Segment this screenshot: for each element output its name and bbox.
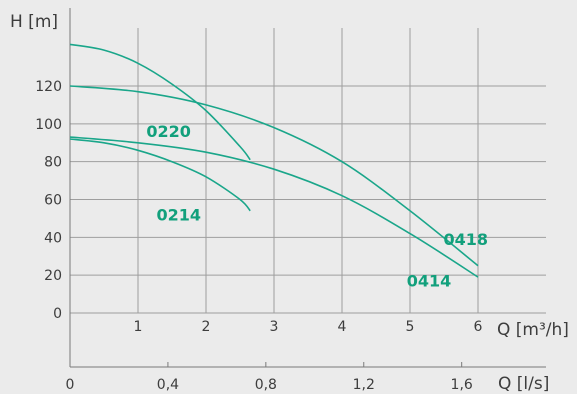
x-tick-label-ls: 1,2 bbox=[353, 377, 375, 393]
series-label-0220: 0220 bbox=[146, 122, 191, 141]
x-tick-label-m3h: 3 bbox=[270, 319, 279, 335]
x-tick-label-m3h: 1 bbox=[134, 319, 143, 335]
curves bbox=[69, 43, 479, 278]
series-label-0214: 0214 bbox=[157, 205, 202, 224]
axes bbox=[69, 8, 546, 368]
x-tick-label-ls: 0 bbox=[66, 377, 75, 393]
x-axis-title-m3h: Q [m³/h] bbox=[497, 320, 569, 340]
y-tick-label: 120 bbox=[35, 79, 62, 95]
x-axis-title-ls: Q [l/s] bbox=[498, 374, 549, 394]
series-label-0418: 0418 bbox=[443, 230, 488, 249]
curve-0414 bbox=[69, 136, 479, 278]
y-tick-label: 60 bbox=[44, 193, 62, 209]
y-tick-label: 20 bbox=[44, 268, 62, 284]
y-axis-title: H [m] bbox=[10, 12, 58, 32]
y-tick-label: 0 bbox=[53, 306, 62, 322]
curve-0214 bbox=[69, 138, 251, 212]
x-tick-label-m3h: 4 bbox=[338, 319, 347, 335]
curve-0220 bbox=[69, 43, 251, 161]
curve-0418 bbox=[69, 85, 479, 267]
y-tick-label: 80 bbox=[44, 155, 62, 171]
series-label-0414: 0414 bbox=[407, 272, 452, 291]
x-tick-label-ls: 0,8 bbox=[255, 377, 277, 393]
x-tick-label-ls: 0,4 bbox=[157, 377, 179, 393]
y-tick-label: 40 bbox=[44, 230, 62, 246]
x-tick-label-m3h: 6 bbox=[474, 319, 483, 335]
y-tick-label: 100 bbox=[35, 117, 62, 133]
x-tick-label-m3h: 2 bbox=[202, 319, 211, 335]
x-tick-label-ls: 1,6 bbox=[451, 377, 473, 393]
x-tick-label-m3h: 5 bbox=[406, 319, 415, 335]
